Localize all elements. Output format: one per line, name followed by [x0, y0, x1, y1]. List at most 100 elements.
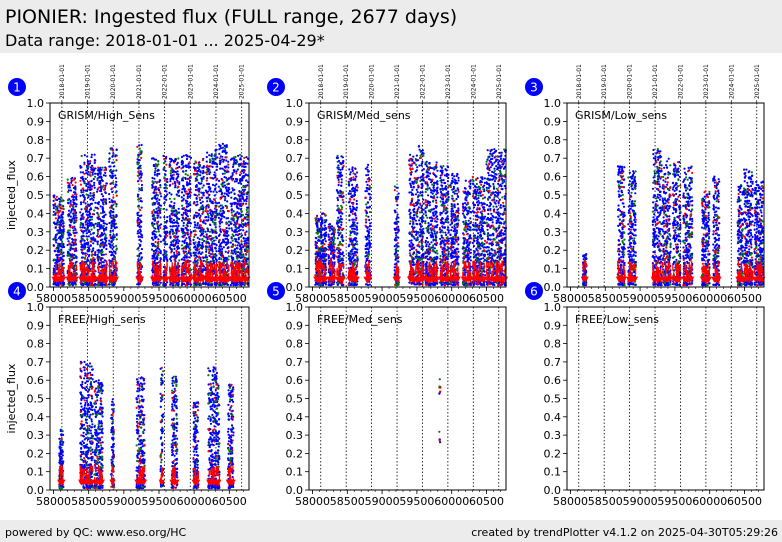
data-point — [93, 184, 96, 187]
data-point — [202, 259, 205, 262]
data-point — [137, 198, 140, 201]
data-point — [175, 212, 178, 215]
data-point — [85, 183, 88, 186]
data-point — [139, 150, 142, 153]
data-point — [244, 249, 247, 253]
data-point — [154, 195, 157, 198]
data-point — [192, 166, 196, 169]
data-point — [221, 214, 224, 217]
data-point — [81, 171, 85, 174]
data-point — [232, 217, 235, 221]
data-point — [103, 259, 106, 262]
data-point — [88, 248, 91, 251]
y-tick-label: 0.5 — [27, 189, 45, 202]
data-point — [162, 265, 165, 268]
data-point — [69, 199, 72, 202]
data-point — [113, 222, 116, 225]
data-point — [184, 216, 188, 220]
data-point — [214, 223, 217, 226]
data-point — [168, 215, 171, 218]
data-point — [181, 240, 184, 243]
data-point — [163, 202, 166, 205]
data-point — [97, 218, 100, 221]
data-point — [193, 221, 196, 224]
data-point — [196, 224, 199, 227]
data-point — [189, 248, 192, 251]
data-point — [231, 173, 234, 176]
data-point — [207, 283, 210, 287]
data-point — [114, 154, 117, 157]
data-point — [82, 231, 85, 234]
data-point — [94, 251, 97, 254]
y-tick-label: 0.9 — [27, 115, 45, 128]
data-point — [245, 197, 248, 200]
data-point — [154, 169, 157, 172]
data-point — [156, 214, 159, 217]
data-point — [101, 206, 104, 209]
data-point — [192, 261, 195, 264]
data-point — [101, 186, 104, 189]
data-point — [73, 221, 76, 224]
data-point — [150, 197, 154, 200]
data-point — [246, 237, 249, 240]
data-point — [209, 217, 213, 220]
data-point — [113, 215, 116, 219]
data-point — [99, 190, 103, 193]
data-point — [196, 175, 199, 178]
data-point — [221, 283, 224, 286]
data-point — [114, 174, 117, 177]
data-point — [189, 203, 192, 207]
data-point — [243, 188, 246, 191]
data-point — [80, 245, 83, 249]
data-point — [54, 213, 57, 216]
data-point — [68, 242, 71, 245]
data-point — [153, 173, 156, 176]
data-point — [155, 235, 158, 238]
data-point — [104, 171, 107, 174]
data-point — [52, 210, 55, 213]
data-point — [96, 173, 100, 176]
data-point — [74, 185, 77, 188]
data-point — [171, 182, 174, 185]
data-point — [84, 256, 87, 259]
data-point — [162, 239, 165, 242]
data-point — [196, 166, 200, 169]
data-point — [165, 198, 168, 201]
data-point — [160, 195, 163, 198]
data-point — [96, 178, 99, 181]
data-point — [224, 232, 227, 235]
data-point — [193, 193, 196, 196]
data-point — [227, 182, 230, 185]
data-point — [182, 184, 185, 187]
data-point — [177, 251, 180, 254]
data-point — [112, 203, 115, 206]
data-point — [243, 199, 246, 202]
data-point — [74, 181, 77, 184]
data-point — [74, 214, 77, 217]
data-point — [214, 201, 217, 204]
data-point — [93, 169, 96, 172]
data-point — [177, 185, 180, 188]
data-point — [169, 219, 172, 222]
data-point — [139, 244, 142, 248]
data-point — [236, 168, 239, 171]
data-point — [214, 219, 217, 222]
data-point — [211, 231, 214, 234]
data-point — [240, 234, 244, 237]
data-point — [239, 215, 242, 218]
data-point — [138, 147, 141, 150]
data-point — [86, 224, 89, 227]
data-point — [245, 213, 248, 216]
data-point — [208, 193, 211, 196]
data-point — [69, 224, 72, 227]
data-point — [183, 207, 186, 210]
data-point — [113, 225, 116, 228]
data-point — [223, 150, 226, 153]
data-point — [202, 282, 205, 285]
data-point — [231, 256, 234, 259]
data-point — [221, 183, 224, 186]
data-point — [61, 260, 64, 263]
data-point — [176, 252, 179, 255]
data-point — [162, 283, 165, 286]
data-point — [170, 167, 173, 170]
